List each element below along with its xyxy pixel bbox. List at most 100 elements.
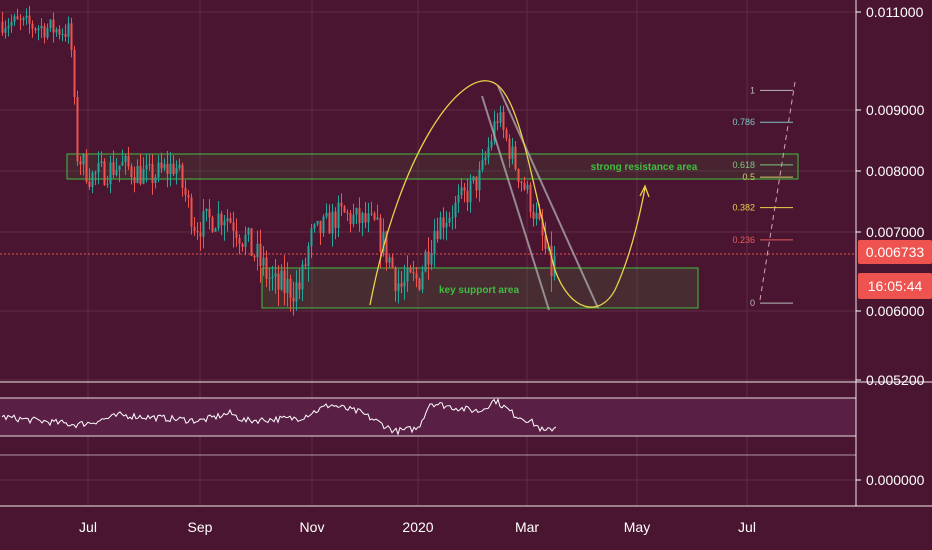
- candle-body: [190, 197, 193, 227]
- channel-line-upper[interactable]: [497, 85, 599, 309]
- candle-body: [403, 281, 406, 287]
- rsi-line: [1, 397, 557, 436]
- time-axis[interactable]: Jul Sep Nov 2020 Mar May Jul: [79, 519, 756, 535]
- candle-body: [268, 278, 271, 280]
- candle-body: [394, 267, 397, 291]
- projection-arrow-icon: [639, 184, 650, 198]
- candle-body: [49, 19, 52, 28]
- candle-body: [211, 217, 214, 232]
- candle-body: [496, 121, 499, 123]
- candle-body: [331, 211, 334, 234]
- projection-arc[interactable]: [369, 80, 646, 308]
- candle-body: [304, 264, 307, 266]
- candle-body: [43, 26, 46, 38]
- candle-body: [391, 257, 394, 268]
- candle-body: [385, 231, 388, 263]
- candle-body: [196, 231, 199, 233]
- candle-body: [112, 162, 115, 175]
- fib-trend-line[interactable]: [759, 81, 796, 301]
- candle-body: [451, 217, 454, 219]
- fibonacci-levels[interactable]: 1 0.786 0.618 0.5 0.382 0.236 0: [732, 85, 793, 308]
- candle-body: [13, 16, 16, 22]
- candle-body: [517, 169, 520, 182]
- candle-body: [55, 29, 58, 33]
- candle-body: [130, 166, 133, 177]
- candle-body: [388, 257, 391, 263]
- candle-body: [349, 213, 352, 225]
- candle-body: [472, 176, 475, 181]
- candle-body: [289, 278, 292, 298]
- indicator-tick-label: 0.000000: [866, 472, 925, 488]
- candle-body: [19, 19, 22, 21]
- candle-body: [16, 16, 19, 20]
- channel-line-lower[interactable]: [481, 95, 550, 311]
- candle-body: [544, 235, 547, 249]
- candle-body: [526, 184, 529, 190]
- fib-level-label: 0: [750, 298, 755, 308]
- candle-body: [217, 213, 220, 229]
- countdown-text: 16:05:44: [868, 278, 923, 294]
- candle-body: [79, 161, 82, 165]
- candle-body: [193, 226, 196, 232]
- candle-body: [541, 218, 544, 236]
- candle-body: [73, 50, 76, 98]
- price-tick-label: 0.011000: [866, 4, 924, 20]
- fib-level-label: 1: [750, 85, 755, 95]
- candle-body: [322, 216, 325, 234]
- candle-body: [337, 202, 340, 228]
- current-price-badge: [858, 240, 932, 264]
- candle-body: [145, 164, 148, 170]
- resistance-zone[interactable]: [66, 153, 799, 180]
- candle-body: [169, 163, 172, 174]
- candle-body: [292, 297, 295, 302]
- candle-body: [94, 172, 97, 174]
- candle-body: [412, 272, 415, 274]
- candle-body: [298, 282, 301, 290]
- time-tick-label: Nov: [300, 519, 325, 535]
- candle-body: [157, 162, 160, 178]
- candle-body: [538, 212, 541, 219]
- candle-body: [457, 195, 460, 203]
- candle-body: [355, 208, 358, 215]
- candle-body: [280, 270, 283, 290]
- candle-body: [10, 21, 13, 27]
- candle-body: [64, 34, 67, 37]
- support-label: key support area: [439, 285, 519, 296]
- candle-body: [343, 206, 346, 213]
- time-tick-label: Sep: [188, 519, 213, 535]
- candle-body: [460, 187, 463, 196]
- candle-body: [67, 23, 70, 37]
- candle-body: [439, 217, 442, 240]
- candle-body: [163, 164, 166, 169]
- fib-level-label: 0.382: [732, 203, 755, 213]
- rsi-band: [0, 398, 856, 436]
- candle-body: [241, 243, 244, 247]
- candle-body: [409, 267, 412, 273]
- candle-body: [352, 214, 355, 225]
- candle-body: [406, 267, 409, 282]
- candle-body: [481, 159, 484, 170]
- candle-body: [535, 212, 538, 219]
- candle-body: [85, 154, 88, 182]
- candle-body: [520, 181, 523, 183]
- candle-body: [334, 211, 337, 228]
- candlestick-series: [1, 5, 556, 316]
- candle-body: [250, 228, 253, 256]
- candle-body: [58, 29, 61, 35]
- candle-body: [523, 182, 526, 190]
- candle-body: [346, 212, 349, 214]
- candle-body: [514, 146, 517, 170]
- countdown-badge: [858, 273, 932, 299]
- candle-body: [115, 169, 118, 175]
- candle-body: [502, 112, 505, 130]
- candle-body: [151, 164, 154, 184]
- candle-body: [148, 164, 151, 166]
- candle-body: [295, 282, 298, 302]
- support-zone[interactable]: [261, 267, 699, 309]
- candle-body: [52, 19, 55, 33]
- price-axis[interactable]: 0.011000 0.009000 0.008000 0.007000 0.006000…: [856, 4, 925, 488]
- candle-body: [160, 162, 163, 169]
- candle-body: [1, 21, 4, 33]
- candle-body: [238, 238, 241, 244]
